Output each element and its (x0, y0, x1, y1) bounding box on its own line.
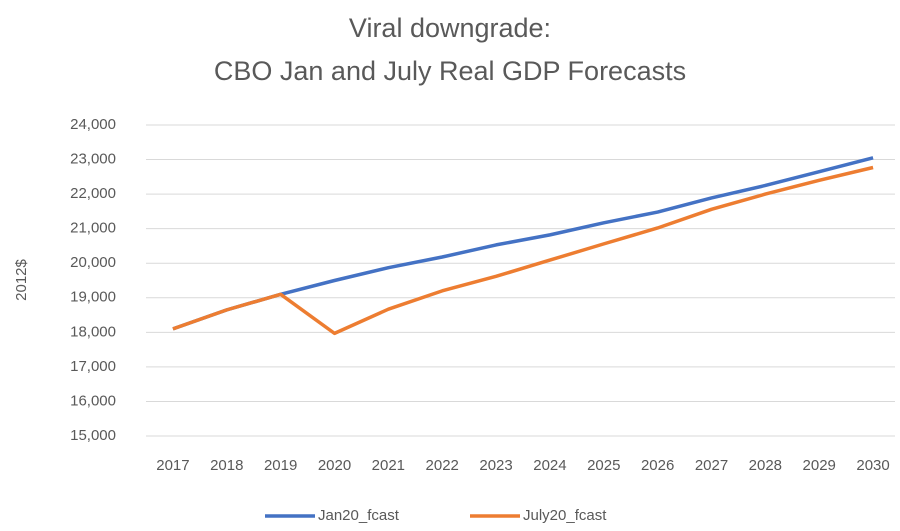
legend-label: July20_fcast (523, 507, 607, 524)
x-tick-label: 2018 (210, 457, 243, 474)
y-axis-label: 2012$ (13, 258, 30, 300)
x-tick-label: 2028 (749, 457, 782, 474)
y-tick-label: 19,000 (70, 289, 116, 306)
x-tick-label: 2024 (533, 457, 566, 474)
x-tick-label: 2021 (372, 457, 405, 474)
y-tick-label: 24,000 (70, 116, 116, 133)
x-tick-label: 2025 (587, 457, 620, 474)
x-tick-label: 2030 (856, 457, 889, 474)
y-tick-label: 20,000 (70, 254, 116, 271)
x-tick-label: 2019 (264, 457, 297, 474)
x-tick-label: 2017 (156, 457, 189, 474)
x-tick-label: 2023 (479, 457, 512, 474)
x-tick-label: 2029 (803, 457, 836, 474)
y-tick-label: 21,000 (70, 220, 116, 237)
y-tick-label: 23,000 (70, 151, 116, 168)
y-tick-label: 17,000 (70, 358, 116, 375)
x-tick-label: 2020 (318, 457, 351, 474)
y-tick-label: 15,000 (70, 427, 116, 444)
line-series (172, 156, 874, 331)
x-tick-label: 2022 (426, 457, 459, 474)
line-series (172, 165, 874, 336)
y-tick-label: 22,000 (70, 185, 116, 202)
chart-title: Viral downgrade: (349, 13, 551, 43)
x-tick-label: 2026 (641, 457, 674, 474)
y-tick-label: 16,000 (70, 392, 116, 409)
legend-label: Jan20_fcast (318, 507, 400, 524)
chart-title: CBO Jan and July Real GDP Forecasts (214, 56, 686, 86)
x-tick-label: 2027 (695, 457, 728, 474)
y-tick-label: 18,000 (70, 323, 116, 340)
